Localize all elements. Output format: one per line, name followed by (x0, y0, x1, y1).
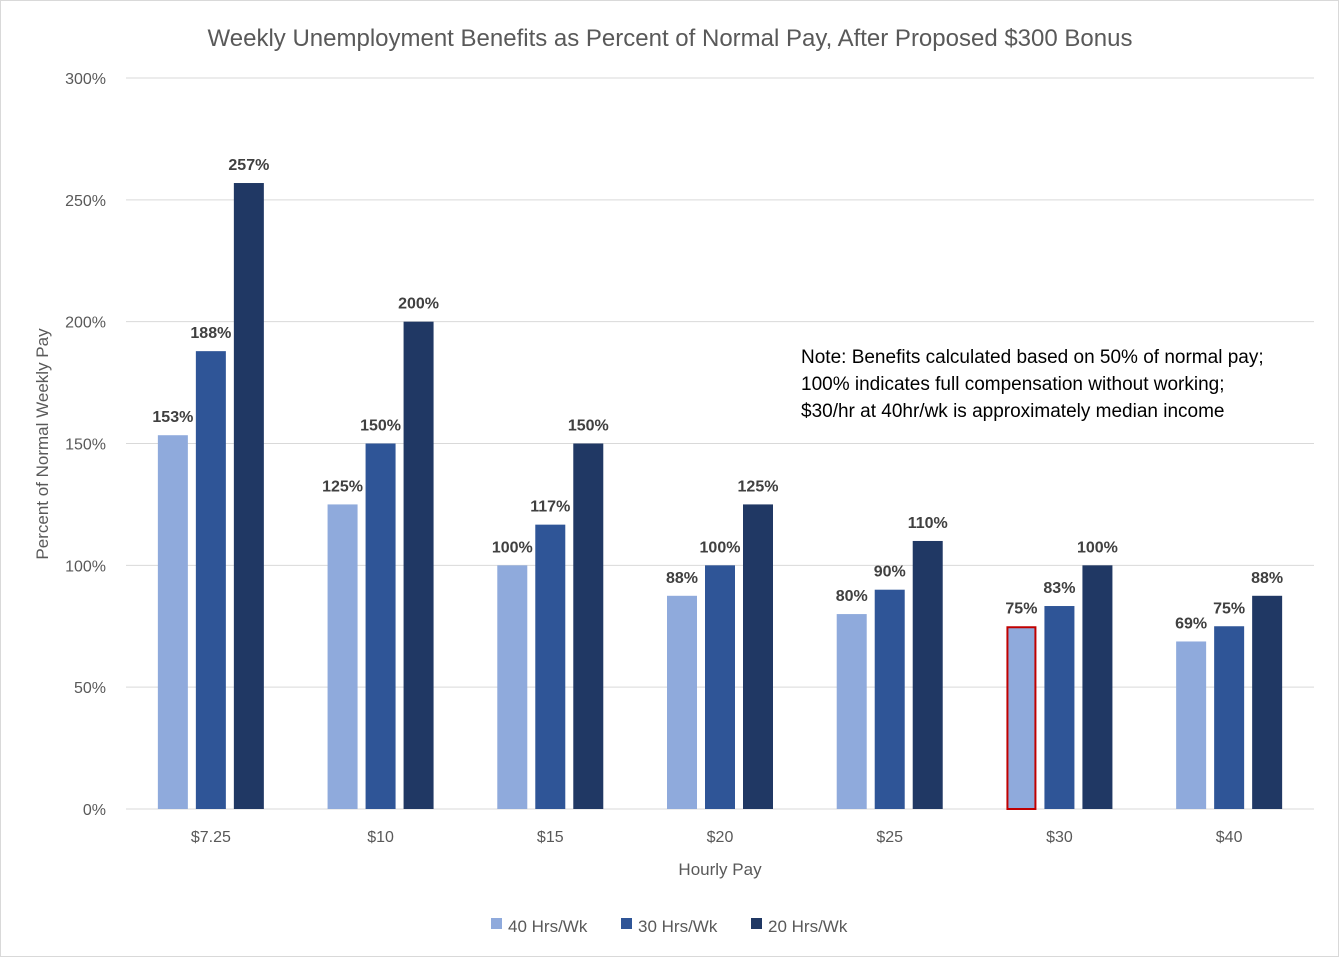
data-label: 125% (738, 478, 779, 495)
bar (743, 504, 773, 809)
y-tick-label: 0% (83, 802, 106, 819)
y-tick-label: 50% (74, 680, 106, 697)
note-line-1: Note: Benefits calculated based on 50% o… (801, 347, 1264, 368)
data-label: 69% (1175, 615, 1207, 632)
x-tick-label: $15 (537, 829, 564, 846)
bar (157, 435, 188, 809)
note-line-3: $30/hr at 40hr/wk is approximately media… (801, 401, 1224, 422)
data-label: 150% (568, 418, 609, 435)
x-tick-label: $10 (367, 829, 394, 846)
bar (1252, 595, 1283, 809)
x-tick-label: $20 (707, 829, 734, 846)
bar (535, 524, 566, 809)
data-label: 110% (908, 515, 948, 532)
bar (233, 183, 264, 810)
bar (836, 614, 867, 809)
data-label: 188% (190, 325, 231, 342)
data-label: 75% (1005, 600, 1037, 617)
data-label: 83% (1043, 580, 1075, 597)
bar (874, 589, 905, 809)
data-label: 100% (700, 539, 741, 556)
x-tick-label: $7.25 (191, 829, 231, 846)
data-label: 90% (874, 564, 906, 581)
y-tick-label: 250% (65, 193, 106, 210)
x-tick-label: $40 (1216, 829, 1243, 846)
bar (1176, 641, 1207, 809)
highlighted-bar (1006, 626, 1037, 810)
y-tick-label: 150% (65, 437, 106, 454)
bar (195, 351, 226, 809)
legend-label: 30 Hrs/Wk (638, 917, 718, 936)
legend: 40 Hrs/Wk 30 Hrs/Wk 20 Hrs/Wk (491, 917, 848, 936)
x-tick-label: $30 (1046, 829, 1073, 846)
data-label: 125% (322, 478, 363, 495)
y-tick-label: 100% (65, 558, 106, 575)
bar (365, 443, 396, 809)
data-label: 150% (360, 418, 401, 435)
legend-swatch (491, 918, 502, 929)
legend-swatch (751, 918, 762, 929)
bars (157, 183, 1283, 810)
y-tick-label: 200% (65, 315, 106, 332)
data-label: 88% (666, 570, 698, 587)
data-label: 117% (530, 499, 570, 516)
x-tick-label: $25 (876, 829, 903, 846)
y-tick-label: 300% (65, 71, 106, 88)
bar (403, 321, 434, 809)
data-label: 75% (1213, 600, 1245, 617)
x-axis-ticks: $7.25 $10 $15 $20 $25 $30 $40 (191, 829, 1243, 846)
bar (573, 443, 604, 809)
legend-label: 20 Hrs/Wk (768, 917, 848, 936)
bar (912, 540, 943, 809)
bar (1214, 626, 1245, 809)
data-label: 80% (836, 588, 868, 605)
bar (497, 565, 528, 809)
bar (1082, 565, 1113, 809)
annotation-note: Note: Benefits calculated based on 50% o… (801, 347, 1264, 422)
chart-title: Weekly Unemployment Benefits as Percent … (208, 25, 1133, 52)
data-label: 257% (228, 157, 269, 174)
data-label: 88% (1251, 570, 1283, 587)
note-line-2: 100% indicates full compensation without… (801, 374, 1225, 395)
data-label: 100% (492, 539, 533, 556)
legend-label: 40 Hrs/Wk (508, 917, 588, 936)
y-axis-title: Percent of Normal Weekly Pay (33, 328, 52, 560)
data-label: 153% (152, 409, 193, 426)
bar (705, 565, 735, 809)
data-label: 200% (398, 296, 439, 313)
legend-swatch (621, 918, 632, 929)
x-axis-title: Hourly Pay (678, 860, 762, 879)
bar (667, 595, 697, 809)
bar (327, 504, 358, 809)
data-labels: 153%188%257%125%150%200%100%117%150%88%1… (152, 157, 1283, 632)
data-label: 100% (1077, 539, 1118, 556)
y-axis-ticks: 0% 50% 100% 150% 200% 250% 300% (65, 71, 106, 819)
bar (1044, 606, 1075, 809)
